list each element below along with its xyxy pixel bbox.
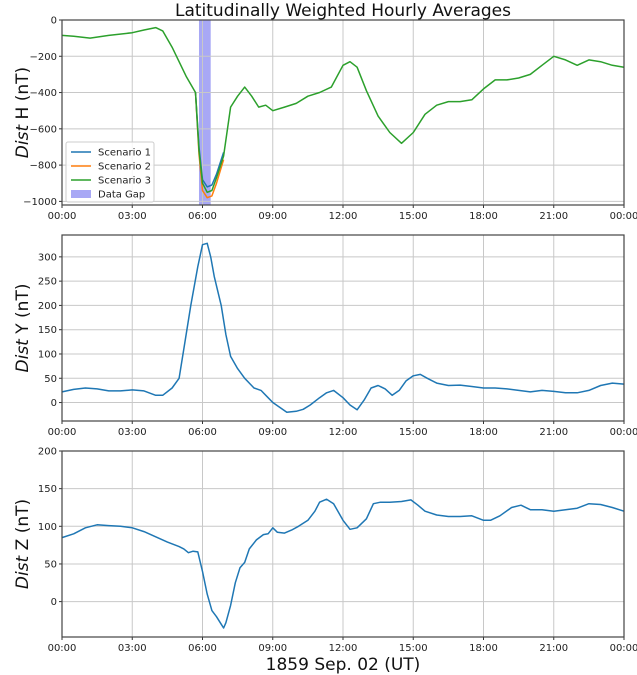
x-tick-label: 09:00	[258, 643, 287, 654]
x-tick-label: 03:00	[118, 211, 147, 222]
y-tick-label: 200	[38, 447, 57, 458]
legend-entry: Scenario 3	[98, 176, 151, 187]
series-line-dist-y	[61, 242, 625, 414]
x-tick-label: 09:00	[258, 211, 287, 222]
y-tick-label: 50	[44, 559, 57, 570]
y-tick-label: 0	[51, 597, 57, 608]
x-tick-label: 15:00	[399, 211, 428, 222]
y-tick-label: −600	[30, 124, 57, 135]
plot-frame	[61, 19, 625, 206]
y-axis-label: Dist Y (nT)	[13, 284, 33, 373]
x-tick-label: 12:00	[329, 643, 358, 654]
x-tick-label: 21:00	[539, 427, 568, 438]
panel-dist-z: 00:00 03:00 06:00 09:00 12:00 15:00 18:00 21:00…	[13, 447, 637, 655]
x-tick-label: 06:00	[188, 643, 217, 654]
x-tick-label: 00:00	[610, 643, 637, 654]
x-tick-label: 18:00	[469, 211, 498, 222]
y-axis-label: Dist Z (nT)	[13, 499, 33, 589]
series-line-dist-z	[61, 498, 625, 629]
y-tick-label: 300	[38, 252, 57, 263]
y-tick-label: −1000	[23, 197, 57, 208]
y-tick-label: 0	[51, 16, 57, 27]
y-tick-label: −800	[30, 161, 57, 172]
x-tick-label: 00:00	[48, 427, 77, 438]
panel-dist-h: 00:00 03:00 06:00 09:00 12:00 15:00 18:00 21:00…	[13, 16, 637, 223]
x-tick-label: 12:00	[329, 427, 358, 438]
data-gap-band	[198, 20, 211, 205]
x-tick-label: 18:00	[469, 643, 498, 654]
x-tick-label: 03:00	[118, 643, 147, 654]
x-tick-label: 06:00	[188, 427, 217, 438]
y-tick-label: 150	[38, 484, 57, 495]
x-tick-label: 00:00	[610, 211, 637, 222]
y-tick-label: 100	[38, 522, 57, 533]
chart-title: Latitudinally Weighted Hourly Averages	[175, 1, 511, 21]
y-tick-label: 250	[38, 277, 57, 288]
y-axis-label: Dist H (nT)	[13, 67, 33, 158]
legend: Scenario 1 Scenario 2 Scenario 3 Data Gap	[65, 141, 155, 203]
x-tick-label: 09:00	[258, 427, 287, 438]
x-axis-label: 1859 Sep. 02 (UT)	[266, 655, 421, 675]
x-tick-label: 15:00	[399, 427, 428, 438]
x-tick-label: 00:00	[48, 211, 77, 222]
x-tick-label: 00:00	[48, 643, 77, 654]
x-tick-label: 12:00	[329, 211, 358, 222]
y-tick-label: 100	[38, 349, 57, 360]
legend-entry: Scenario 1	[98, 148, 151, 159]
y-tick-label: −400	[30, 88, 57, 99]
plot-frame	[61, 234, 625, 422]
x-tick-label: 15:00	[399, 643, 428, 654]
y-tick-label: −200	[30, 52, 57, 63]
x-tick-label: 21:00	[539, 643, 568, 654]
x-tick-label: 06:00	[188, 211, 217, 222]
plot-frame	[61, 450, 625, 638]
x-tick-label: 21:00	[539, 211, 568, 222]
panel-dist-y: 00:00 03:00 06:00 09:00 12:00 15:00 18:00 21:00…	[13, 234, 637, 438]
series-line-scenario-3	[61, 26, 625, 194]
y-tick-label: 50	[44, 374, 57, 385]
legend-entry: Scenario 2	[98, 162, 151, 173]
y-tick-label: 0	[51, 398, 57, 409]
x-tick-label: 18:00	[469, 427, 498, 438]
y-tick-label: 200	[38, 301, 57, 312]
x-tick-label: 03:00	[118, 427, 147, 438]
legend-entry: Data Gap	[98, 190, 145, 201]
y-tick-label: 150	[38, 325, 57, 336]
x-tick-label: 00:00	[610, 427, 637, 438]
